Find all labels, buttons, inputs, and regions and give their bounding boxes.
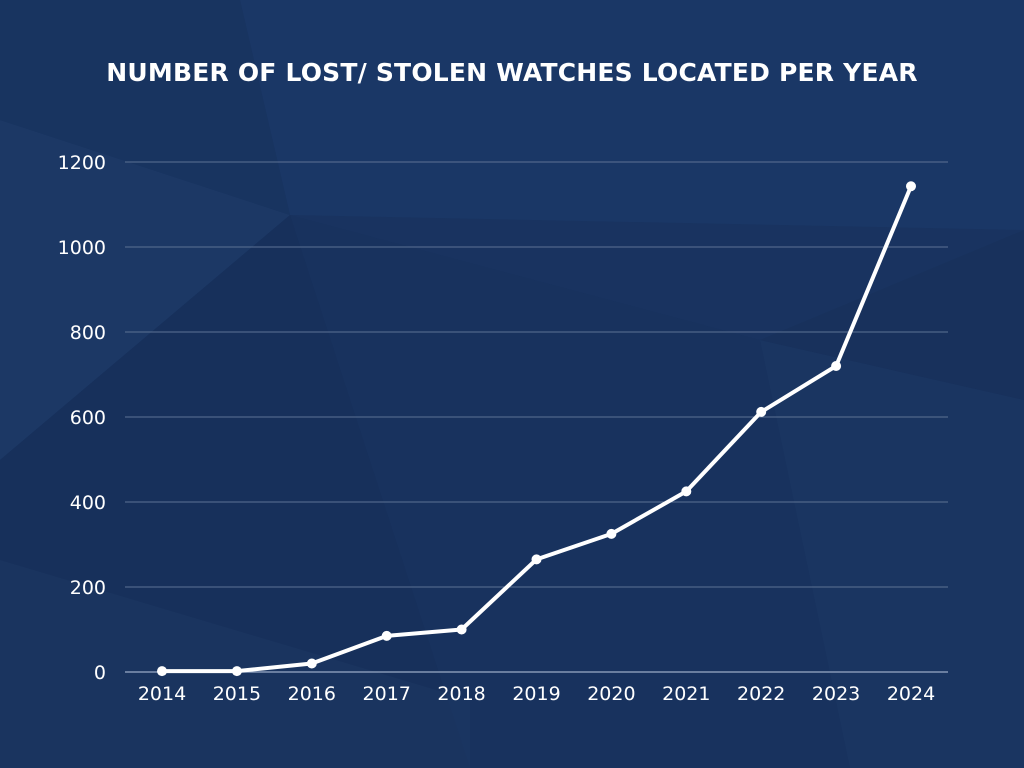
y-tick-label: 800 (70, 322, 106, 344)
data-point (456, 624, 467, 635)
y-tick-label: 200 (70, 577, 106, 599)
y-tick-label: 1200 (58, 152, 106, 174)
x-tick-label: 2024 (887, 683, 935, 705)
y-tick-label: 1000 (58, 237, 106, 259)
series-line-group (160, 184, 913, 674)
y-tick-label: 600 (70, 407, 106, 429)
series-line (160, 184, 913, 674)
x-axis-tick-labels: 2014 2015 2016 2017 2018 2019 2020 2021 2022 2023… (138, 683, 935, 705)
data-point (756, 406, 767, 417)
data-point (606, 528, 617, 539)
chart-title: NUMBER OF LOST/ STOLEN WATCHES LOCATED P… (106, 58, 918, 87)
x-tick-label: 2014 (138, 683, 186, 705)
x-tick-label: 2021 (662, 683, 710, 705)
data-point (681, 486, 692, 497)
x-tick-label: 2020 (587, 683, 635, 705)
y-tick-label: 0 (94, 662, 106, 684)
x-tick-label: 2017 (363, 683, 411, 705)
x-tick-label: 2018 (437, 683, 485, 705)
data-point (157, 666, 167, 677)
data-points (157, 181, 916, 677)
x-tick-label: 2022 (737, 683, 785, 705)
data-point (306, 658, 317, 669)
y-axis-tick-labels: 0 200 400 600 800 1000 1200 (58, 152, 106, 684)
data-point (906, 181, 916, 192)
data-point (831, 361, 842, 371)
x-tick-label: 2019 (512, 683, 560, 705)
data-point (231, 666, 242, 677)
data-point (531, 554, 542, 565)
x-tick-label: 2016 (288, 683, 336, 705)
y-tick-label: 400 (70, 492, 106, 514)
x-tick-label: 2023 (812, 683, 860, 705)
gridlines (125, 161, 948, 673)
data-point (381, 630, 392, 641)
x-tick-label: 2015 (213, 683, 261, 705)
